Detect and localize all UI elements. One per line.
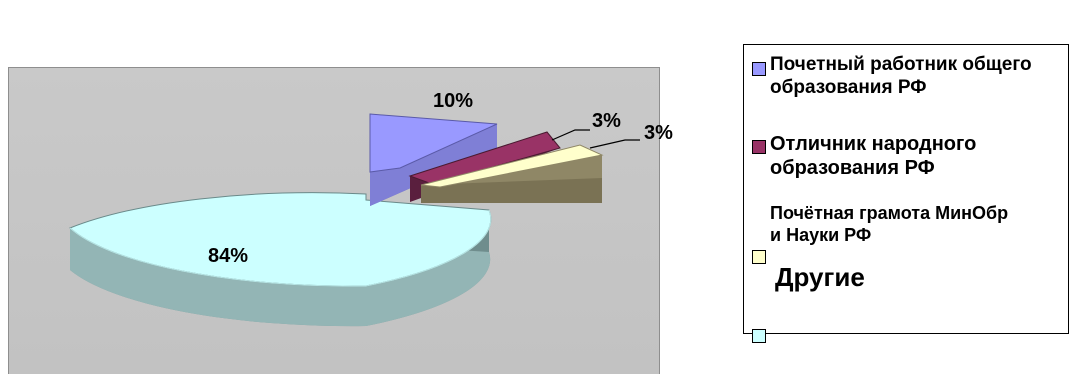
data-label-slice-1: 10% [433, 90, 473, 112]
legend-swatch-other [752, 329, 766, 343]
legend-label-certificate-line2: и Науки РФ [770, 224, 872, 245]
legend-swatch-honored-worker [752, 62, 766, 76]
legend-label-excellent-teacher-line2: образования РФ [770, 157, 935, 179]
pie-slice-other [69, 192, 492, 327]
legend-label-excellent-teacher: Отличник народного образования РФ [770, 132, 976, 180]
legend-label-honored-worker: Почетный работник общего образования РФ [770, 54, 1032, 100]
pie-slice-honored-worker [369, 113, 498, 206]
leader-line-yellow [589, 139, 640, 149]
pie-slice-certificate [420, 144, 604, 203]
data-label-slice-4: 84% [208, 245, 248, 267]
legend-swatch-excellent-teacher [752, 140, 766, 154]
data-label-slice-2: 3% [592, 110, 621, 132]
data-label-slice-3: 3% [644, 122, 673, 144]
legend-swatch-certificate [752, 250, 766, 264]
legend-label-certificate: Почётная грамота МинОбр и Науки РФ [770, 203, 1008, 246]
legend-label-honored-worker-line2: образования РФ [770, 76, 927, 98]
legend-label-honored-worker-line1: Почетный работник общего [770, 54, 1032, 75]
legend-label-excellent-teacher-line1: Отличник народного [770, 133, 977, 155]
legend [743, 44, 1069, 334]
legend-label-certificate-line1: Почётная грамота МинОбр [770, 203, 1009, 223]
leader-line-dark-red [551, 129, 590, 141]
legend-label-other: Другие [775, 262, 865, 292]
